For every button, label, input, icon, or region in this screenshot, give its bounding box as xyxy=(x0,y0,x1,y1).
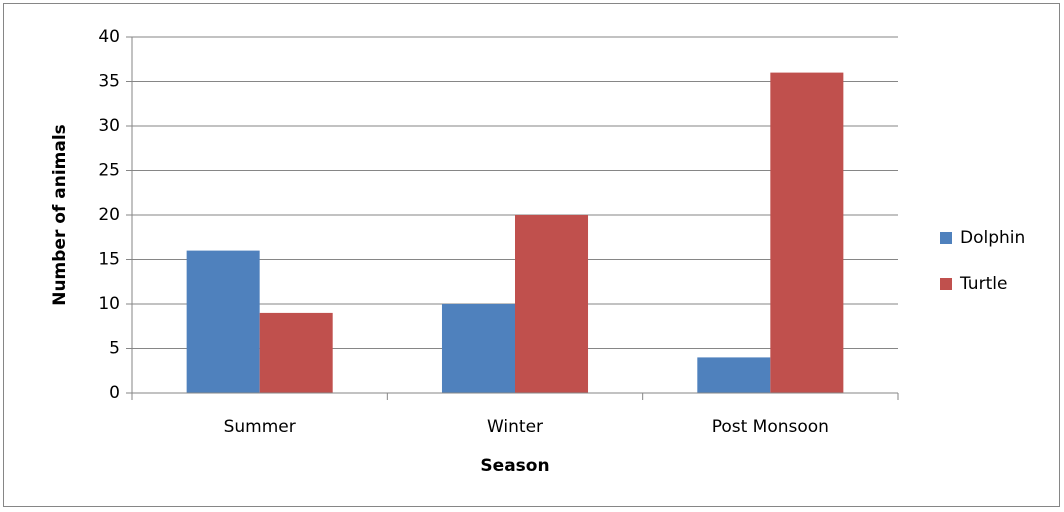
bar xyxy=(441,304,515,393)
legend-swatch xyxy=(940,232,952,244)
y-tick-label: 30 xyxy=(98,116,120,136)
bar xyxy=(770,72,844,393)
x-tick-label: Winter xyxy=(487,417,543,437)
legend-label: Turtle xyxy=(959,274,1007,294)
y-tick-label: 40 xyxy=(98,27,120,47)
y-tick-label: 25 xyxy=(98,161,120,181)
y-tick-label: 5 xyxy=(109,339,120,359)
bar xyxy=(259,312,333,393)
legend-label: Dolphin xyxy=(960,228,1025,248)
bar xyxy=(186,250,260,393)
x-tick-label: Post Monsoon xyxy=(712,417,829,437)
y-tick-label: 15 xyxy=(98,250,120,270)
x-tick-label: Summer xyxy=(224,417,296,437)
x-axis-title: Season xyxy=(480,456,549,476)
y-tick-label: 10 xyxy=(98,294,120,314)
y-tick-label: 0 xyxy=(109,383,120,403)
y-axis-title: Number of animals xyxy=(50,124,70,306)
legend-swatch xyxy=(940,278,952,290)
bar xyxy=(515,215,589,393)
bar xyxy=(697,357,771,393)
y-tick-label: 35 xyxy=(98,72,120,92)
y-tick-label: 20 xyxy=(98,205,120,225)
